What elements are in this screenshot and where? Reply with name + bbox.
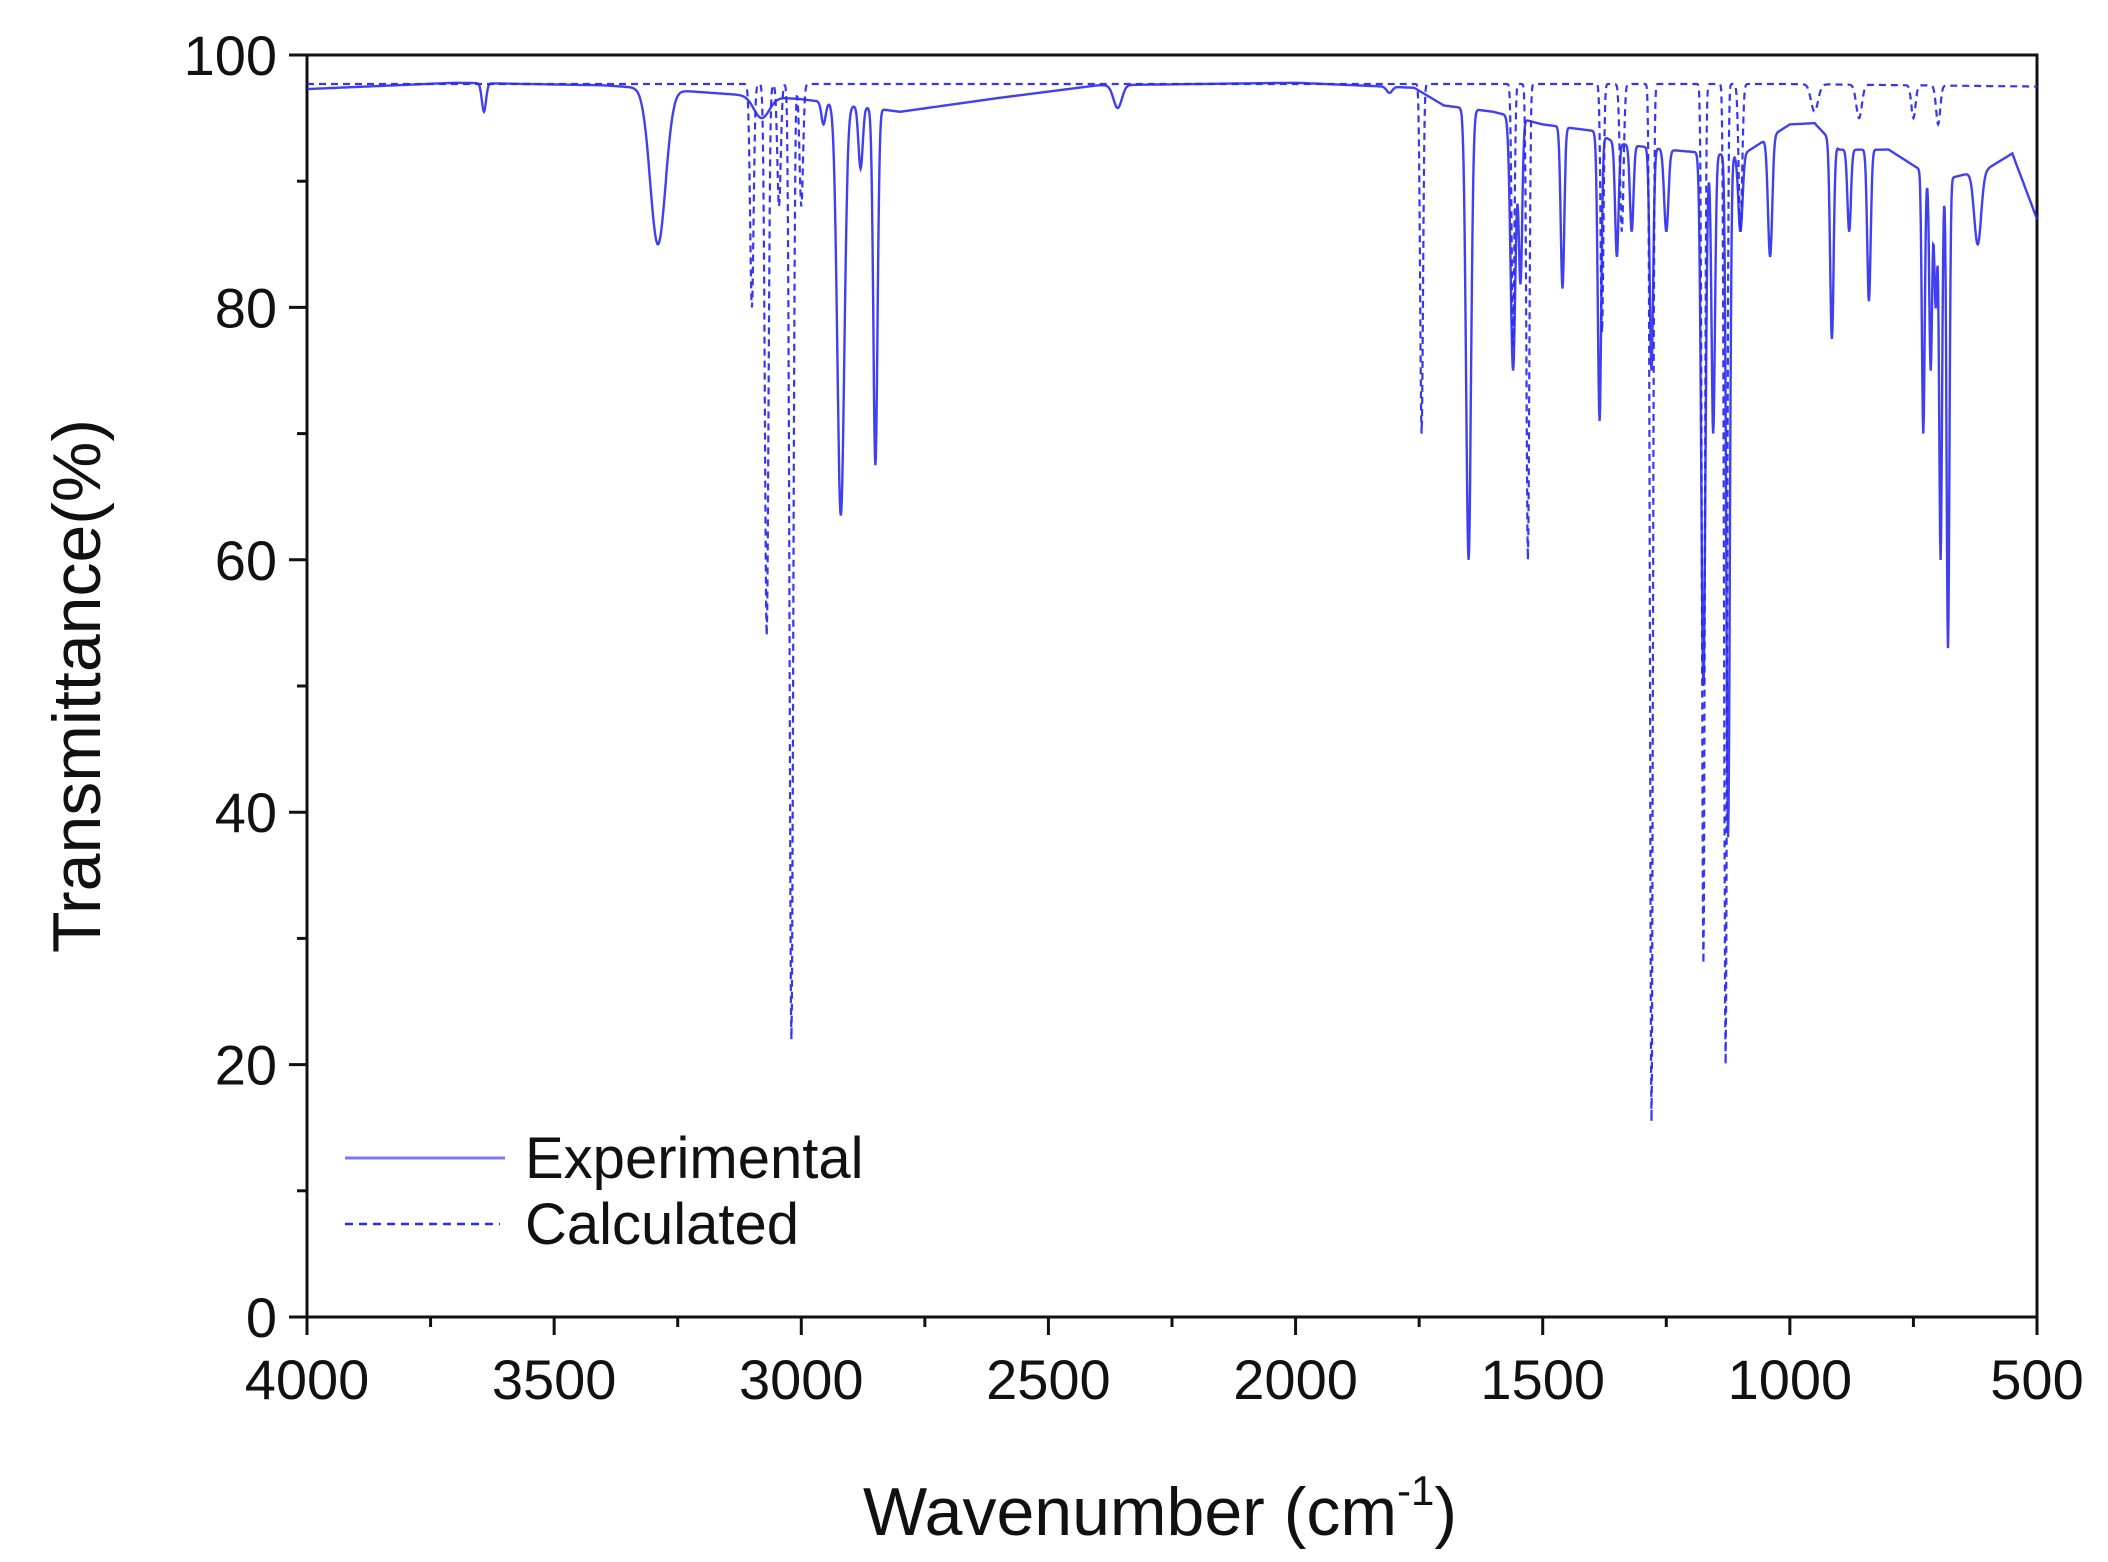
y-tick-label-0: 0 <box>246 1286 277 1349</box>
x-tick-label-2500: 2500 <box>986 1348 1111 1411</box>
y-tick-label-40: 40 <box>215 781 277 844</box>
x-axis: 4000 3500 3000 2500 2000 1500 1000 500 <box>245 1317 2084 1411</box>
series-line-experimental <box>307 81 2039 838</box>
y-tick-label-60: 60 <box>215 529 277 592</box>
y-tick-label-80: 80 <box>215 276 277 339</box>
x-tick-label-500: 500 <box>1990 1348 2083 1411</box>
x-tick-label-1000: 1000 <box>1728 1348 1853 1411</box>
series-line-calculated <box>307 82 2037 1122</box>
legend-label-calculated: Calculated <box>525 1192 799 1257</box>
x-tick-label-3500: 3500 <box>492 1348 617 1411</box>
x-tick-label-1500: 1500 <box>1480 1348 1605 1411</box>
y-tick-label-20: 20 <box>215 1034 277 1097</box>
x-axis-label: Wavenumber (cm-1) <box>863 1467 1457 1550</box>
y-tick-label-100: 100 <box>184 24 277 87</box>
x-tick-label-3000: 3000 <box>739 1348 864 1411</box>
y-axis: 0 20 40 60 80 100 <box>184 24 307 1349</box>
y-axis-label: Transmittance(%) <box>39 419 115 953</box>
legend: Experimental Calculated <box>345 1126 863 1257</box>
series-layer <box>307 81 2039 1122</box>
x-tick-label-4000: 4000 <box>245 1348 370 1411</box>
x-tick-label-2000: 2000 <box>1233 1348 1358 1411</box>
legend-label-experimental: Experimental <box>525 1126 863 1191</box>
